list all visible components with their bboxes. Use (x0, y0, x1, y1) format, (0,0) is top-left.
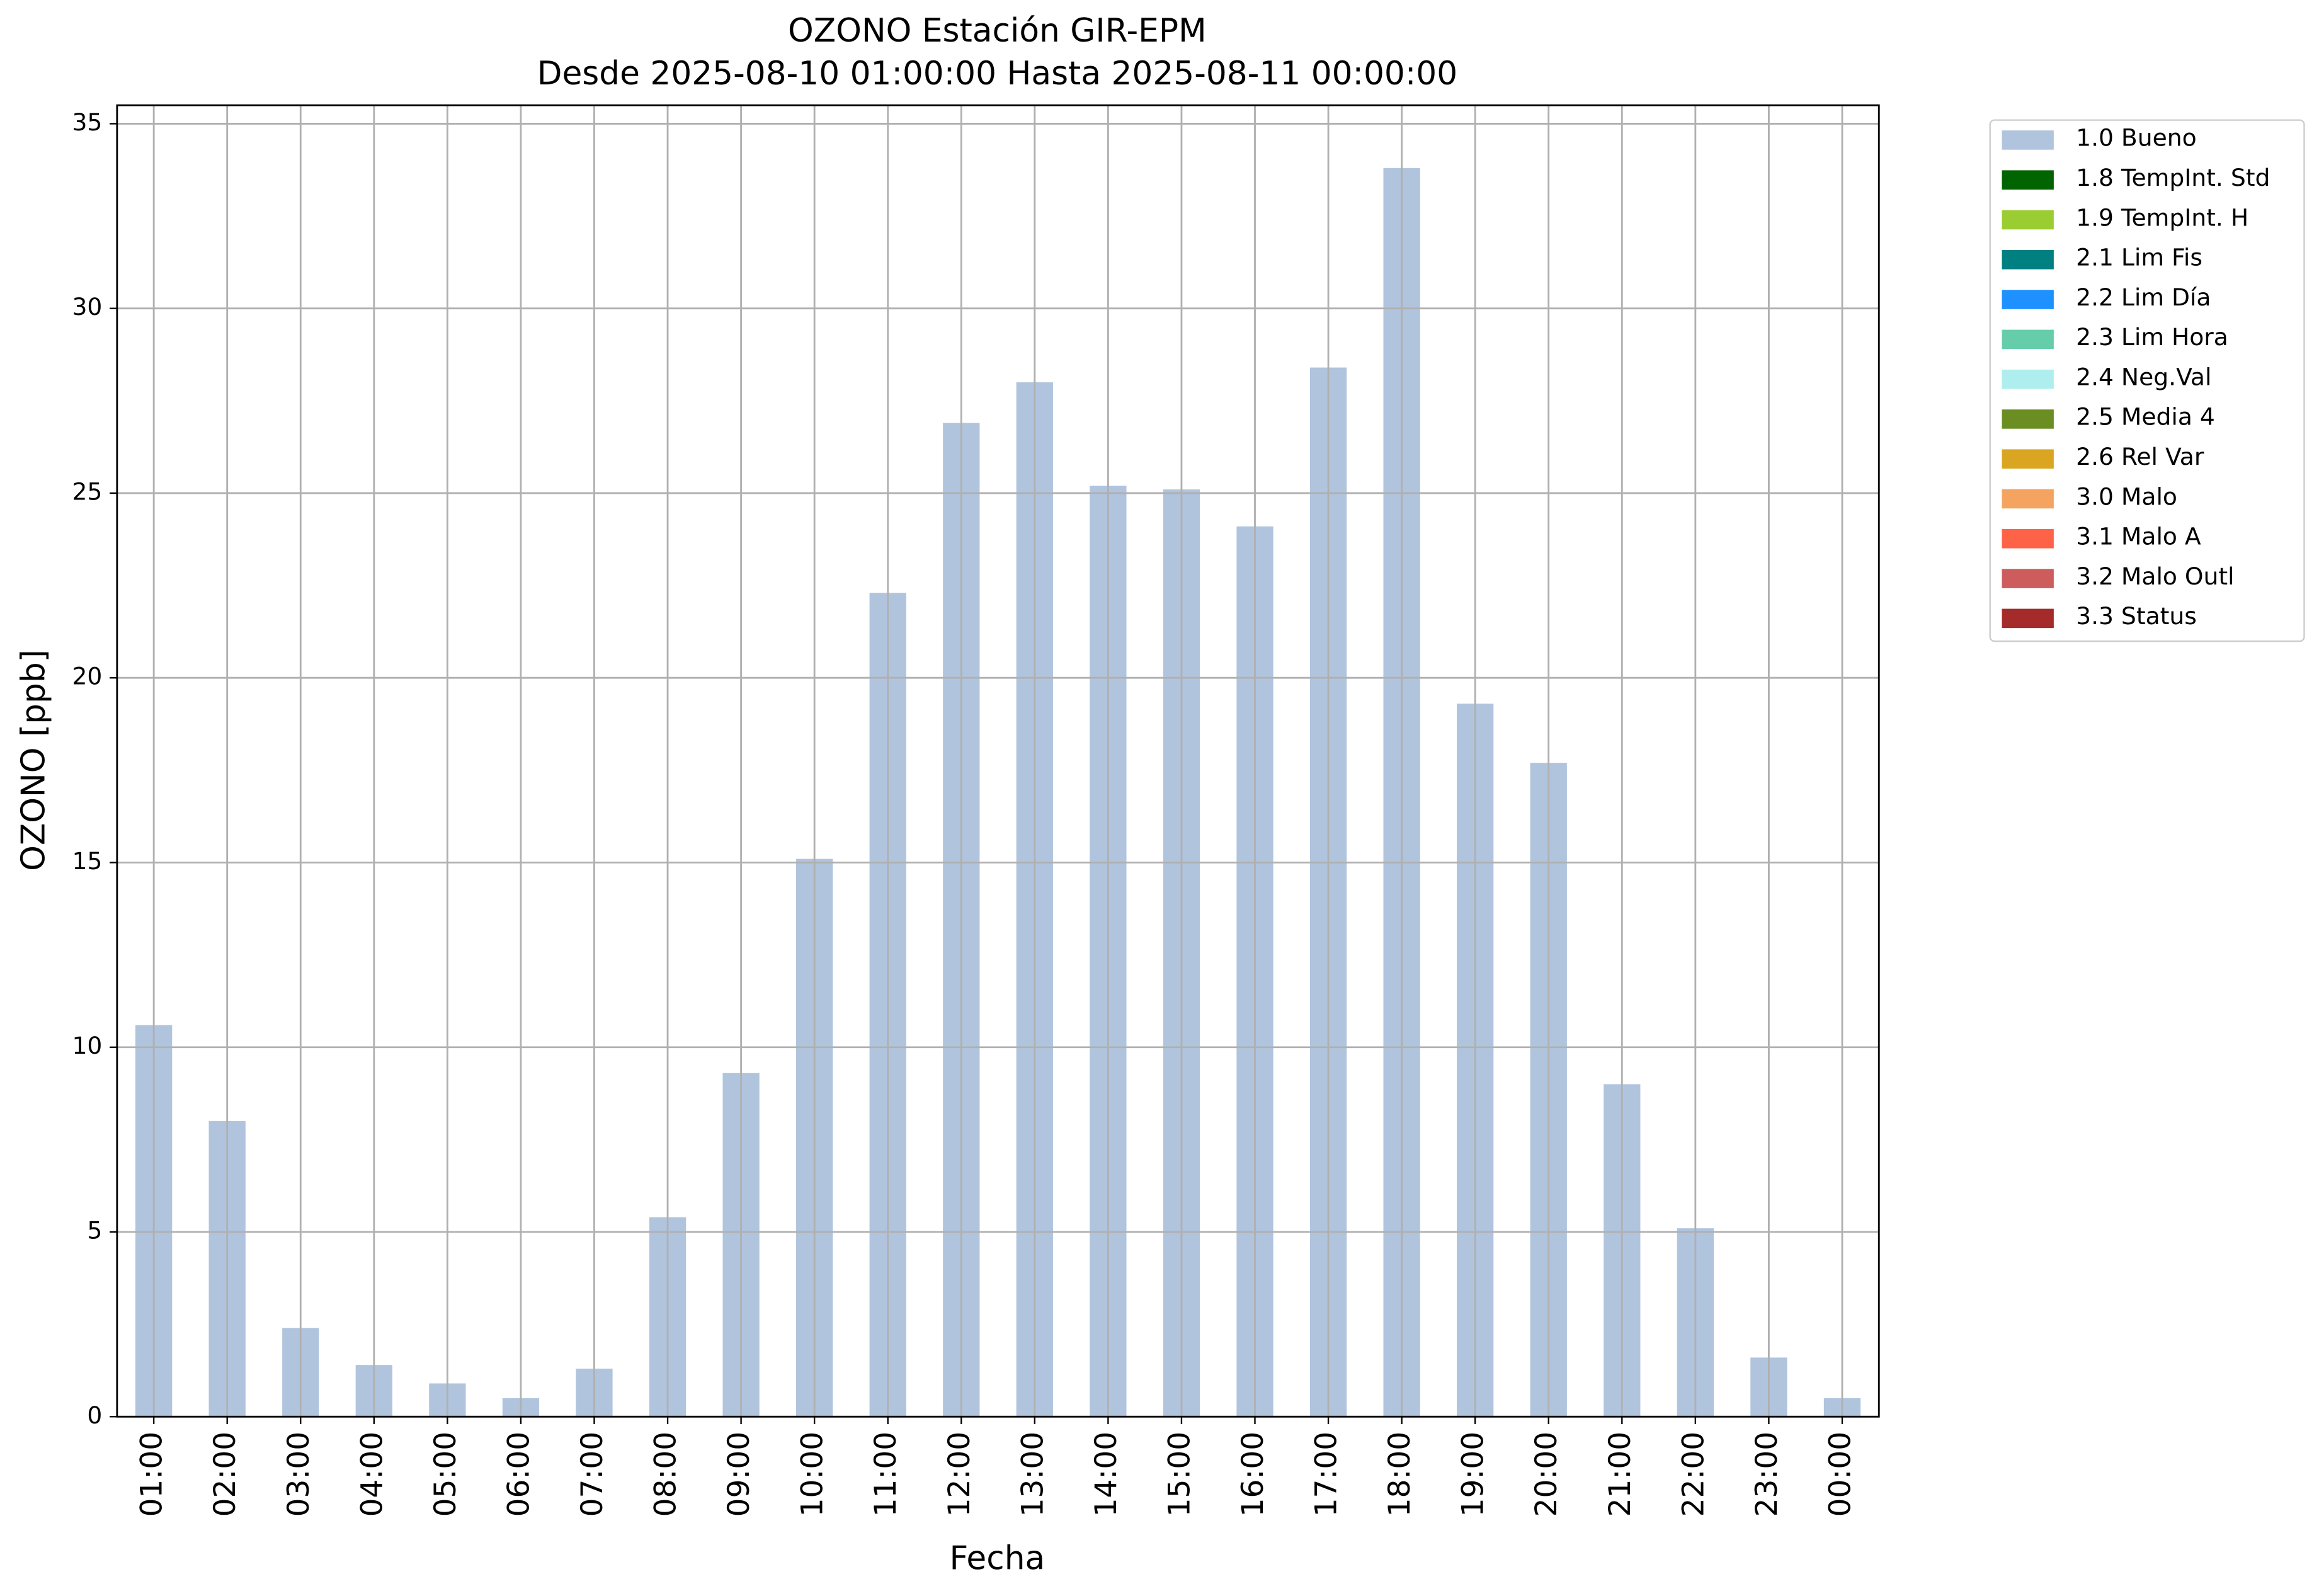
legend-label: 3.1 Malo A (2076, 523, 2201, 550)
y-tick-label: 20 (72, 663, 102, 690)
y-tick-label: 5 (87, 1216, 102, 1244)
legend-swatch (2002, 249, 2054, 270)
x-tick-label: 09:00 (722, 1432, 756, 1517)
x-tick-label: 01:00 (135, 1432, 169, 1517)
y-tick-label: 15 (72, 847, 102, 875)
legend-swatch (2002, 528, 2054, 549)
legend-label: 2.1 Lim Fis (2076, 244, 2202, 271)
legend-label: 2.2 Lim Día (2076, 283, 2211, 311)
y-tick-label: 35 (72, 108, 102, 136)
x-tick-label: 06:00 (501, 1432, 536, 1517)
x-tick-label: 22:00 (1676, 1432, 1711, 1517)
x-tick-label: 03:00 (282, 1432, 316, 1517)
legend-swatch (2002, 290, 2054, 309)
legend-label: 3.0 Malo (2076, 482, 2177, 510)
legend-swatch (2002, 449, 2054, 469)
x-axis-label: Fecha (950, 1539, 1046, 1577)
x-tick-label: 23:00 (1750, 1432, 1784, 1517)
legend-swatch (2002, 369, 2054, 389)
legend-swatch (2002, 409, 2054, 429)
y-tick-label: 10 (72, 1032, 102, 1059)
x-tick-label: 18:00 (1382, 1432, 1417, 1517)
y-axis-label: OZONO [ppb] (14, 649, 52, 871)
legend-swatch (2002, 170, 2054, 190)
legend-swatch (2002, 489, 2054, 509)
x-tick-label: 10:00 (795, 1432, 830, 1517)
x-tick-label: 07:00 (575, 1432, 610, 1517)
plot-frame (116, 104, 1880, 1418)
legend-label: 1.0 Bueno (2076, 124, 2196, 152)
legend-label: 2.3 Lim Hora (2076, 323, 2228, 351)
x-tick-label: 21:00 (1603, 1432, 1638, 1517)
x-tick-label: 04:00 (355, 1432, 389, 1517)
legend-label: 1.8 TempInt. Std (2076, 164, 2270, 191)
x-tick-label: 19:00 (1456, 1432, 1491, 1517)
x-tick-label: 15:00 (1162, 1432, 1197, 1517)
x-tick-label: 13:00 (1015, 1432, 1050, 1517)
legend-box (1989, 119, 2305, 642)
legend-label: 3.3 Status (2076, 602, 2197, 630)
x-tick-label: 05:00 (428, 1432, 463, 1517)
legend-label: 2.4 Neg.Val (2076, 363, 2211, 390)
legend-label: 3.2 Malo Outl (2076, 562, 2234, 590)
chart-subtitle: Desde 2025-08-10 01:00:00 Hasta 2025-08-… (537, 55, 1458, 93)
x-tick-label: 08:00 (649, 1432, 683, 1517)
x-tick-label: 20:00 (1529, 1432, 1564, 1517)
legend-swatch (2002, 608, 2054, 629)
x-tick-label: 11:00 (869, 1432, 903, 1517)
y-tick-label: 25 (72, 477, 102, 505)
x-tick-label: 12:00 (942, 1432, 977, 1517)
legend-label: 2.6 Rel Var (2076, 443, 2204, 470)
x-tick-label: 00:00 (1823, 1432, 1857, 1517)
legend-swatch (2002, 329, 2054, 350)
x-tick-label: 16:00 (1236, 1432, 1270, 1517)
y-tick-label: 30 (72, 293, 102, 321)
x-tick-label: 17:00 (1309, 1432, 1344, 1517)
legend-label: 2.5 Media 4 (2076, 403, 2215, 431)
y-tick-label: 0 (87, 1401, 102, 1429)
chart-title: OZONO Estación GIR-EPM (788, 12, 1207, 50)
legend-label: 1.9 TempInt. H (2076, 203, 2248, 231)
legend-swatch (2002, 569, 2054, 588)
x-tick-label: 14:00 (1089, 1432, 1124, 1517)
legend-swatch (2002, 210, 2054, 230)
legend-swatch (2002, 130, 2054, 150)
x-tick-label: 02:00 (208, 1432, 242, 1517)
